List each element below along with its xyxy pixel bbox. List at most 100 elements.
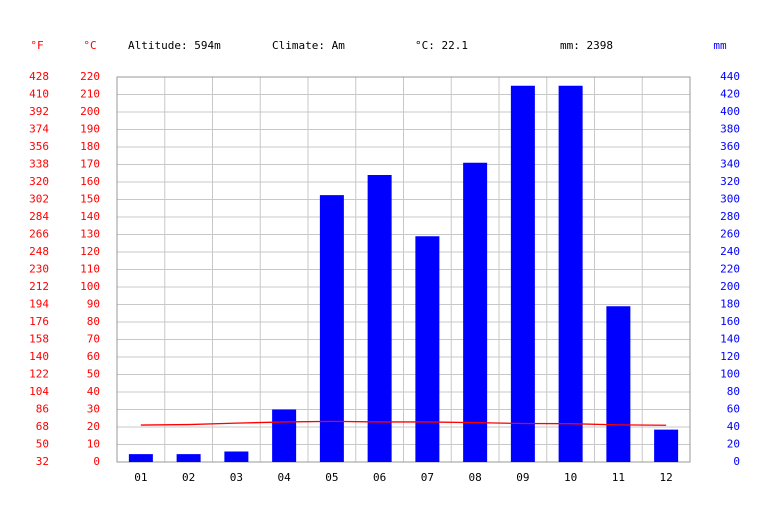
y-tick-label: 20 — [87, 420, 100, 433]
bar — [510, 85, 535, 462]
y2-tick-label: 340 — [720, 158, 740, 171]
y-tick-label: 100 — [80, 280, 100, 293]
y2-tick-label: 80 — [727, 385, 740, 398]
y2-tick-label: 60 — [727, 403, 740, 416]
bar — [654, 429, 679, 462]
f-tick-label: 50 — [36, 438, 49, 451]
f-tick-label: 428 — [29, 70, 49, 83]
y2-tick-label: 120 — [720, 350, 740, 363]
bar — [415, 236, 440, 462]
temp-line — [140, 420, 667, 426]
y2-tick-label: 260 — [720, 228, 740, 241]
mm-unit: mm — [713, 39, 727, 52]
y-tick-label: 110 — [80, 263, 100, 276]
f-tick-label: 392 — [29, 105, 49, 118]
f-tick-label: 356 — [29, 140, 49, 153]
y-tick-label: 10 — [87, 438, 100, 451]
f-unit: °F — [30, 39, 43, 52]
y-tick-label: 130 — [80, 228, 100, 241]
y2-tick-label: 360 — [720, 140, 740, 153]
mean-temp: °C: 22.1 — [415, 39, 468, 52]
climate: Climate: Am — [272, 39, 345, 52]
x-tick-label: 05 — [325, 471, 338, 484]
total-precip: mm: 2398 — [560, 39, 613, 52]
y2-tick-label: 0 — [733, 455, 740, 468]
y-tick-label: 220 — [80, 70, 100, 83]
y2-tick-label: 40 — [727, 420, 740, 433]
f-tick-label: 68 — [36, 420, 49, 433]
y2-tick-label: 440 — [720, 70, 740, 83]
y2-tick-label: 20 — [727, 438, 740, 451]
f-tick-label: 140 — [29, 350, 49, 363]
y-tick-label: 190 — [80, 123, 100, 136]
f-tick-label: 158 — [29, 333, 49, 346]
y2-tick-label: 300 — [720, 193, 740, 206]
f-tick-label: 122 — [29, 368, 49, 381]
x-tick-label: 02 — [182, 471, 195, 484]
f-tick-label: 212 — [29, 280, 49, 293]
bar — [319, 195, 344, 462]
y-tick-label: 200 — [80, 105, 100, 118]
f-tick-label: 248 — [29, 245, 49, 258]
y2-tick-label: 380 — [720, 123, 740, 136]
y-tick-label: 150 — [80, 193, 100, 206]
bar — [558, 85, 583, 462]
f-tick-label: 86 — [36, 403, 49, 416]
f-tick-label: 284 — [29, 210, 49, 223]
y2-tick-label: 180 — [720, 298, 740, 311]
y-tick-label: 70 — [87, 333, 100, 346]
x-tick-label: 06 — [373, 471, 386, 484]
x-tick-label: 12 — [660, 471, 673, 484]
plot-frame — [116, 76, 691, 463]
x-tick-label: 09 — [516, 471, 529, 484]
f-tick-label: 230 — [29, 263, 49, 276]
y-tick-label: 40 — [87, 385, 100, 398]
y-tick-label: 120 — [80, 245, 100, 258]
y-tick-label: 90 — [87, 298, 100, 311]
bar — [606, 306, 631, 462]
y2-tick-label: 320 — [720, 175, 740, 188]
f-tick-label: 266 — [29, 228, 49, 241]
x-tick-label: 08 — [469, 471, 482, 484]
y2-tick-label: 420 — [720, 88, 740, 101]
bar — [128, 454, 153, 462]
y-tick-label: 50 — [87, 368, 100, 381]
f-tick-label: 104 — [29, 385, 49, 398]
y-tick-label: 80 — [87, 315, 100, 328]
bar — [463, 162, 488, 462]
f-tick-label: 194 — [29, 298, 49, 311]
y2-tick-label: 140 — [720, 333, 740, 346]
bar — [224, 451, 249, 462]
bar — [176, 454, 201, 462]
f-tick-label: 32 — [36, 455, 49, 468]
bar — [272, 409, 297, 462]
y-tick-label: 30 — [87, 403, 100, 416]
y2-tick-label: 280 — [720, 210, 740, 223]
f-tick-label: 410 — [29, 88, 49, 101]
y2-tick-label: 100 — [720, 368, 740, 381]
f-tick-label: 176 — [29, 315, 49, 328]
y-tick-label: 180 — [80, 140, 100, 153]
f-tick-label: 302 — [29, 193, 49, 206]
x-tick-label: 07 — [421, 471, 434, 484]
y2-tick-label: 220 — [720, 263, 740, 276]
y-tick-label: 160 — [80, 175, 100, 188]
y-tick-label: 140 — [80, 210, 100, 223]
f-tick-label: 338 — [29, 158, 49, 171]
y-tick-label: 60 — [87, 350, 100, 363]
y-tick-label: 170 — [80, 158, 100, 171]
x-tick-label: 03 — [230, 471, 243, 484]
y2-tick-label: 400 — [720, 105, 740, 118]
f-tick-label: 320 — [29, 175, 49, 188]
f-tick-label: 374 — [29, 123, 49, 136]
bar — [367, 175, 392, 462]
x-tick-label: 11 — [612, 471, 625, 484]
c-unit: °C — [83, 39, 96, 52]
y-tick-label: 0 — [93, 455, 100, 468]
x-tick-label: 04 — [278, 471, 292, 484]
y2-tick-label: 200 — [720, 280, 740, 293]
y2-tick-label: 160 — [720, 315, 740, 328]
x-tick-label: 10 — [564, 471, 577, 484]
y-tick-label: 210 — [80, 88, 100, 101]
